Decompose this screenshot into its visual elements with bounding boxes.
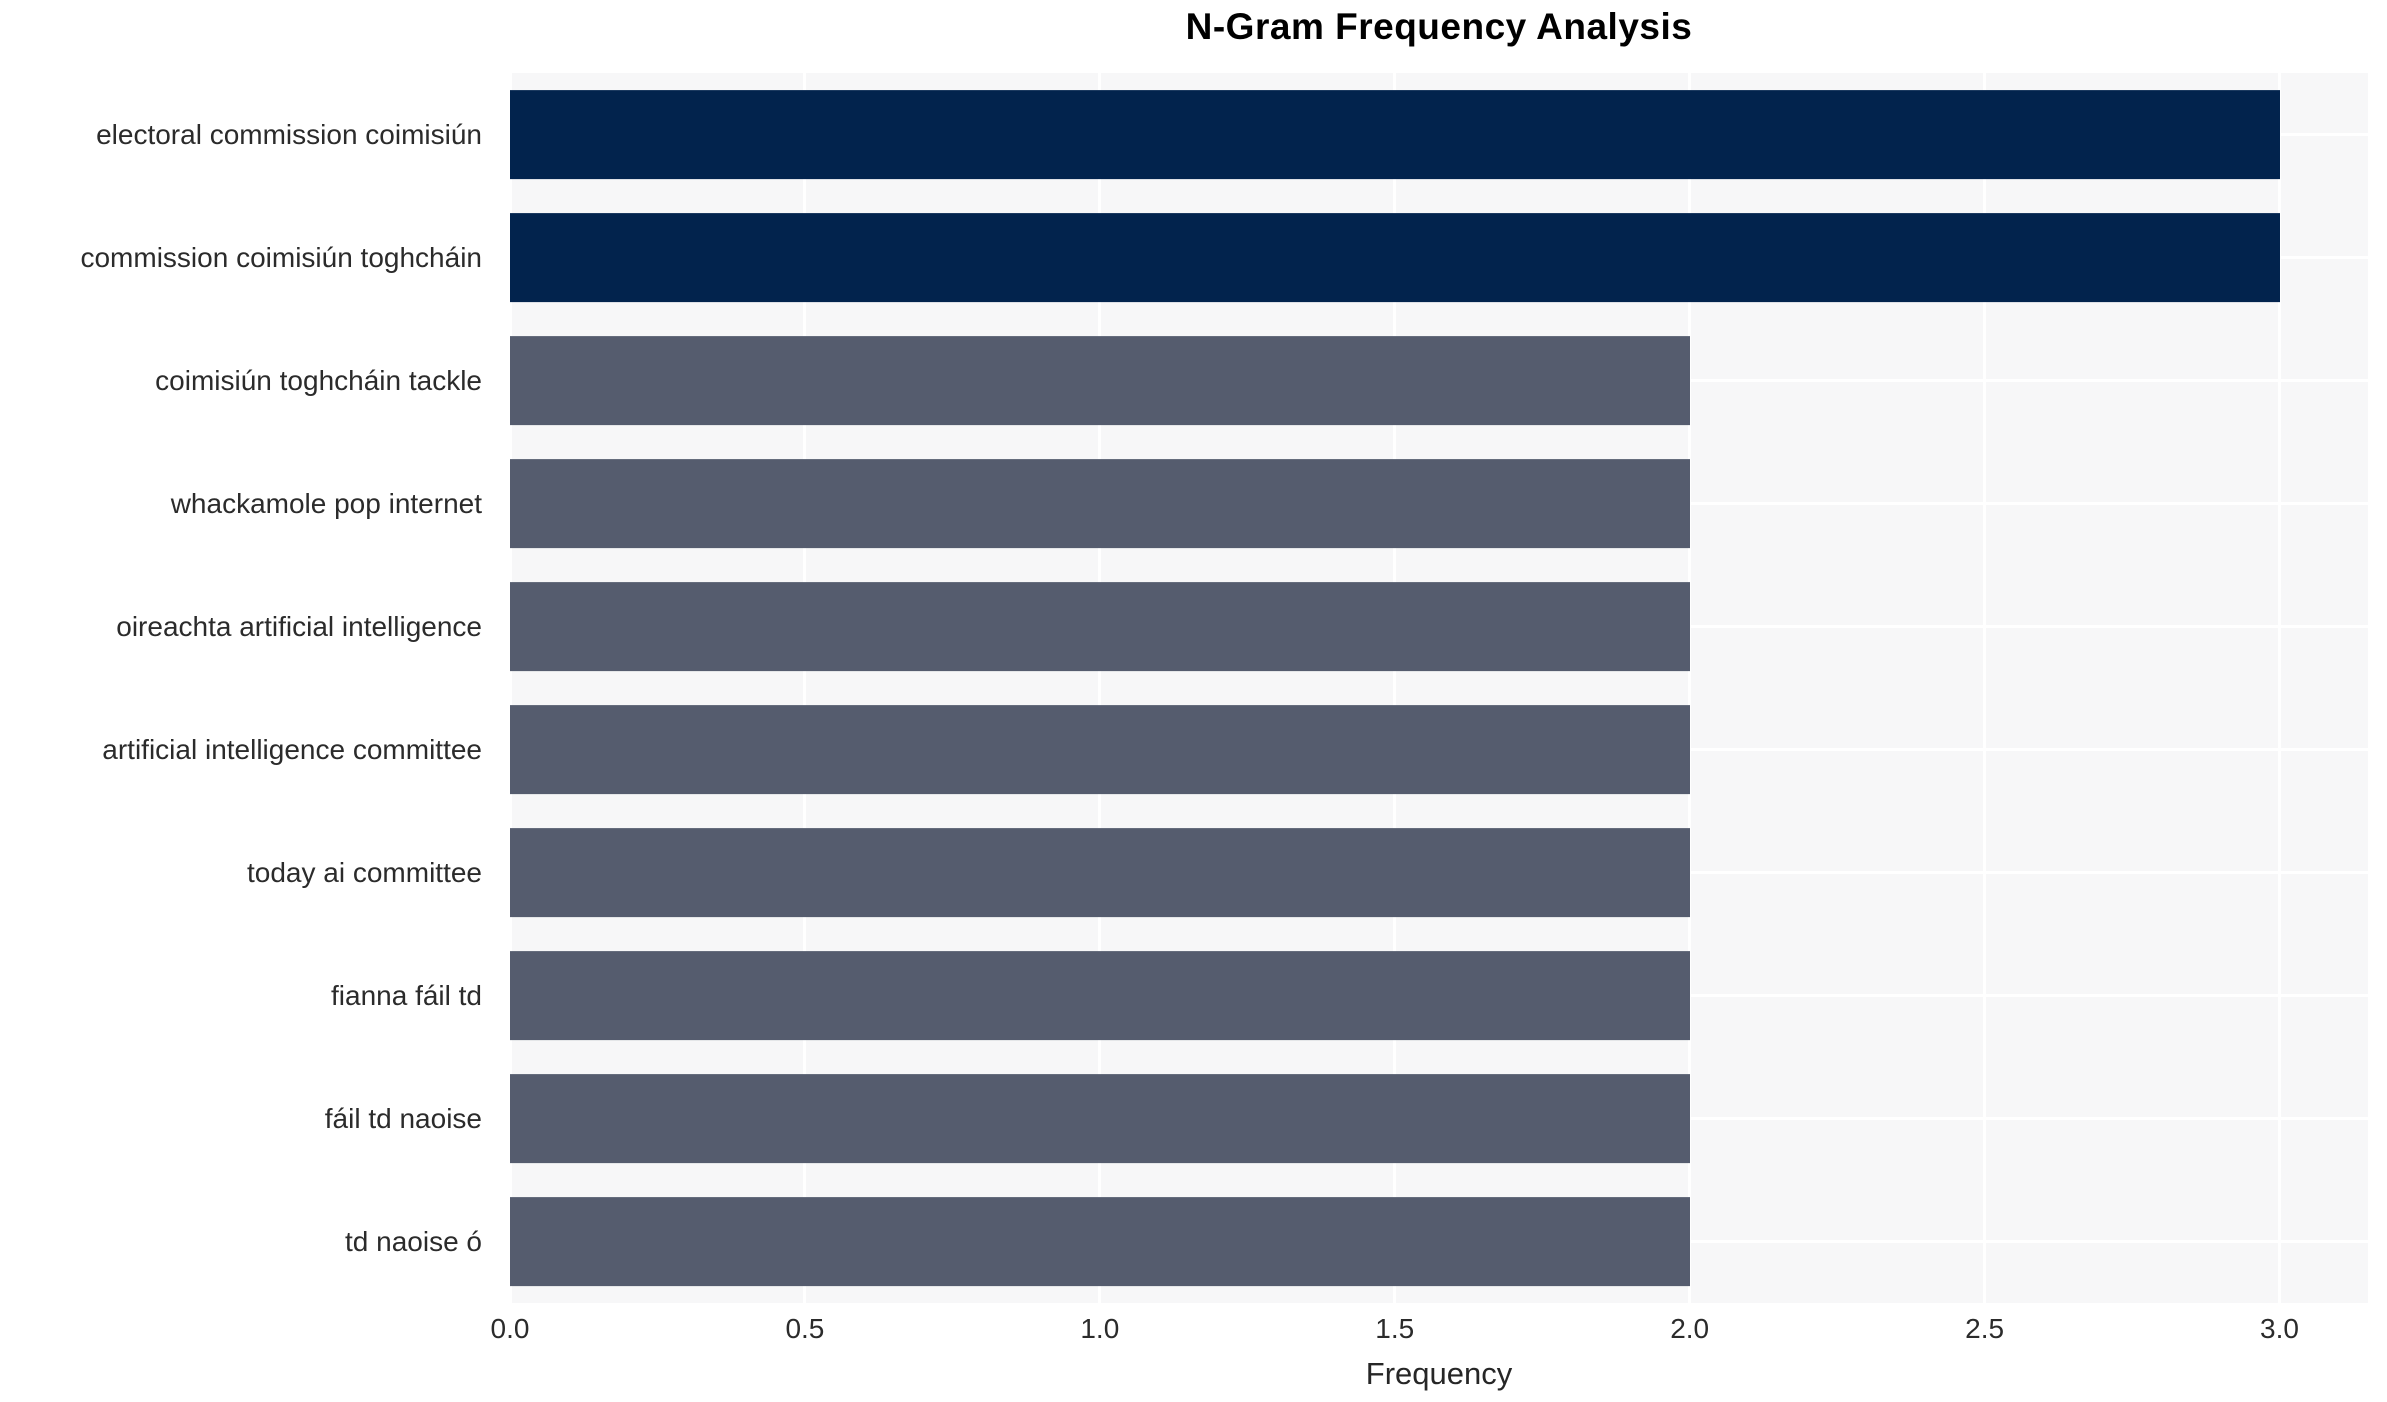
bar-row bbox=[510, 565, 2368, 688]
x-tick-label: 1.0 bbox=[1080, 1313, 1120, 1344]
bar-row bbox=[510, 934, 2368, 1057]
x-tick-label: 2.5 bbox=[1965, 1313, 2005, 1344]
bar bbox=[510, 1073, 1690, 1164]
x-axis: 0.0 0.5 1.0 1.5 2.0 2.5 3.0 bbox=[491, 1303, 2368, 1355]
x-gridline bbox=[1098, 73, 1102, 1303]
bar-row bbox=[510, 73, 2368, 196]
category-label: whackamole pop internet bbox=[170, 487, 482, 519]
category-label: fianna fáil td bbox=[331, 979, 482, 1011]
bar bbox=[510, 827, 1690, 918]
bar-row bbox=[510, 811, 2368, 934]
x-tick-label: 0.0 bbox=[490, 1313, 530, 1344]
category-label: coimisiún toghcháin tackle bbox=[155, 364, 482, 396]
category-label: electoral commission coimisiún bbox=[96, 118, 482, 150]
x-gridline bbox=[1688, 73, 1692, 1303]
x-axis-label: Frequency bbox=[1365, 1356, 1513, 1391]
bar bbox=[510, 950, 1690, 1041]
bar bbox=[510, 581, 1690, 672]
category-label: today ai committee bbox=[247, 856, 482, 888]
x-tick-label: 0.5 bbox=[785, 1313, 825, 1344]
bar bbox=[510, 704, 1690, 795]
bar-row bbox=[510, 1180, 2368, 1303]
category-label: oireachta artificial intelligence bbox=[116, 610, 482, 642]
chart-title: N-Gram Frequency Analysis bbox=[1185, 6, 1693, 47]
bar-row bbox=[510, 442, 2368, 565]
category-label: commission coimisiún toghcháin bbox=[80, 241, 482, 273]
x-tick-label: 2.0 bbox=[1670, 1313, 1710, 1344]
y-axis-labels: electoral commission coimisiún commission… bbox=[0, 73, 496, 1303]
category-label: artificial intelligence committee bbox=[102, 733, 482, 765]
x-tick-label: 1.5 bbox=[1375, 1313, 1415, 1344]
x-gridline bbox=[1393, 73, 1397, 1303]
x-tick-label: 3.0 bbox=[2260, 1313, 2299, 1344]
x-gridline bbox=[508, 73, 512, 1303]
bar-row bbox=[510, 196, 2368, 319]
bar-row bbox=[510, 1057, 2368, 1180]
category-label: td naoise ó bbox=[345, 1225, 482, 1257]
bar-row bbox=[510, 688, 2368, 811]
x-gridline bbox=[1983, 73, 1987, 1303]
bar bbox=[510, 89, 2280, 180]
category-label: fáil td naoise bbox=[324, 1102, 482, 1134]
bar bbox=[510, 212, 2280, 303]
bar bbox=[510, 1196, 1690, 1287]
bar-row bbox=[510, 319, 2368, 442]
x-gridline bbox=[803, 73, 807, 1303]
bar-rows bbox=[510, 73, 2368, 1303]
plot-panel bbox=[508, 73, 2368, 1303]
bar bbox=[510, 335, 1690, 426]
x-gridline bbox=[2278, 73, 2282, 1303]
bar bbox=[510, 458, 1690, 549]
